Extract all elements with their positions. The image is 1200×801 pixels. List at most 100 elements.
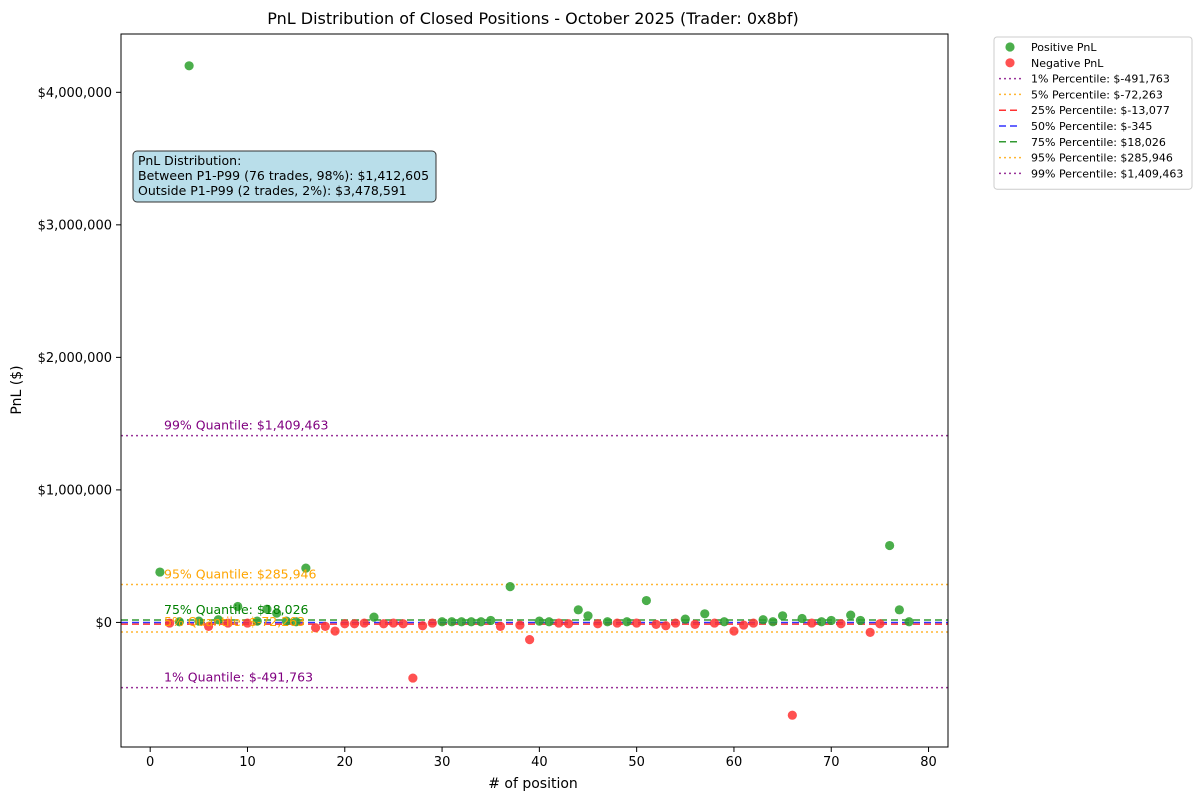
data-point-negative-21 <box>593 619 603 629</box>
data-point-positive-6 <box>252 616 262 626</box>
data-point-negative-19 <box>554 618 564 628</box>
legend-label-series-0: Positive PnL <box>1031 41 1097 54</box>
y-tick-label-1: $1,000,000 <box>38 483 112 498</box>
quantile-annotation-4: 75% Quantile: $18,026 <box>164 602 309 617</box>
data-point-positive-29 <box>719 617 729 627</box>
y-tick-label-2: $2,000,000 <box>38 351 112 366</box>
data-point-positive-16 <box>466 617 476 627</box>
data-point-negative-29 <box>729 626 739 636</box>
data-point-negative-14 <box>418 621 428 631</box>
data-point-positive-14 <box>447 617 457 627</box>
data-point-positive-26 <box>641 595 651 606</box>
data-point-negative-2 <box>223 618 233 628</box>
data-point-negative-35 <box>865 627 875 637</box>
data-point-negative-27 <box>690 619 700 630</box>
data-point-negative-8 <box>349 619 360 629</box>
data-point-positive-27 <box>680 614 690 624</box>
data-point-negative-34 <box>836 619 846 629</box>
data-point-positive-25 <box>622 617 632 627</box>
data-point-negative-24 <box>651 619 661 630</box>
x-tick-label-5: 50 <box>628 755 645 770</box>
legend-marker-1 <box>1005 58 1015 68</box>
data-point-negative-16 <box>495 621 506 631</box>
data-point-positive-22 <box>573 605 583 615</box>
x-tick-label-2: 20 <box>337 755 354 770</box>
pnl-distribution-line-1: Between P1-P99 (76 trades, 98%): $1,412,… <box>138 168 429 183</box>
data-point-positive-32 <box>778 611 788 621</box>
data-point-positive-0 <box>155 567 165 577</box>
legend-label-percentile-0: 1% Percentile: $-491,763 <box>1031 73 1170 86</box>
data-point-negative-20 <box>563 619 574 629</box>
data-point-positive-21 <box>544 617 554 627</box>
data-point-negative-9 <box>359 618 369 628</box>
data-point-negative-6 <box>330 626 340 636</box>
data-point-positive-8 <box>272 608 282 618</box>
pnl-distribution-box <box>132 150 437 203</box>
x-tick-label-6: 60 <box>726 755 743 770</box>
y-axis-label: PnL ($) <box>9 365 25 414</box>
data-point-negative-11 <box>388 618 399 628</box>
x-tick-label-1: 10 <box>239 755 256 770</box>
data-point-negative-1 <box>203 621 214 631</box>
data-point-negative-12 <box>398 619 408 629</box>
legend-marker-0 <box>1005 42 1015 52</box>
data-point-negative-26 <box>670 618 681 628</box>
legend-label-percentile-2: 25% Percentile: $-13,077 <box>1031 104 1170 117</box>
x-tick-label-8: 80 <box>920 755 937 770</box>
data-point-negative-28 <box>709 618 720 628</box>
x-axis-label: # of position <box>488 776 578 792</box>
data-point-positive-37 <box>855 615 866 626</box>
data-point-negative-5 <box>320 621 330 631</box>
y-tick-label-4: $4,000,000 <box>38 86 112 101</box>
pnl-distribution-line-0: PnL Distribution: <box>138 153 241 168</box>
x-tick-label-0: 0 <box>146 755 154 770</box>
data-point-positive-2 <box>184 61 194 71</box>
data-point-positive-12 <box>369 612 379 622</box>
pnl-distribution-line-2: Outside P1-P99 (2 trades, 2%): $3,478,59… <box>138 183 407 198</box>
data-point-negative-22 <box>612 618 622 628</box>
data-point-positive-13 <box>437 617 447 627</box>
x-tick-label-7: 70 <box>823 755 840 770</box>
data-point-positive-3 <box>194 616 204 626</box>
quantile-annotation-6: 99% Quantile: $1,409,463 <box>164 418 328 433</box>
data-point-positive-24 <box>602 617 613 627</box>
data-point-positive-17 <box>476 617 486 627</box>
legend-label-percentile-4: 75% Percentile: $18,026 <box>1031 136 1166 149</box>
y-tick-label-3: $3,000,000 <box>38 218 112 233</box>
data-point-positive-4 <box>213 615 223 625</box>
quantile-annotation-1: 5% Quantile: $-72,263 <box>164 614 305 629</box>
data-point-positive-31 <box>768 617 778 627</box>
data-point-negative-25 <box>661 621 671 631</box>
chart-title: PnL Distribution of Closed Positions - O… <box>267 9 798 28</box>
plot-frame <box>120 33 949 748</box>
data-point-negative-15 <box>427 618 437 628</box>
data-point-negative-7 <box>340 619 350 629</box>
data-point-negative-17 <box>515 620 525 630</box>
legend-box <box>993 36 1193 190</box>
legend-label-percentile-3: 50% Percentile: $-345 <box>1031 120 1152 133</box>
data-point-negative-10 <box>379 619 389 629</box>
data-point-positive-39 <box>894 605 904 615</box>
plot-marks <box>121 61 948 720</box>
data-point-negative-23 <box>632 618 642 628</box>
data-point-positive-19 <box>505 582 515 592</box>
data-point-positive-23 <box>583 611 593 621</box>
quantile-annotation-0: 1% Quantile: $-491,763 <box>164 670 313 685</box>
data-point-negative-31 <box>748 618 759 628</box>
data-point-positive-1 <box>174 617 184 627</box>
data-point-positive-5 <box>233 601 243 612</box>
data-point-positive-10 <box>291 617 301 627</box>
data-point-negative-36 <box>875 619 885 629</box>
data-point-positive-15 <box>456 617 467 627</box>
data-point-positive-35 <box>826 615 836 626</box>
data-point-positive-18 <box>486 615 496 626</box>
data-point-positive-20 <box>534 616 544 626</box>
data-point-positive-11 <box>301 563 311 573</box>
legend-label-series-1: Negative PnL <box>1031 57 1104 70</box>
legend-label-percentile-6: 99% Percentile: $1,409,463 <box>1031 167 1183 180</box>
data-point-positive-7 <box>262 604 272 614</box>
data-point-negative-13 <box>408 673 418 683</box>
data-point-positive-34 <box>816 617 827 627</box>
data-point-negative-3 <box>242 618 253 628</box>
